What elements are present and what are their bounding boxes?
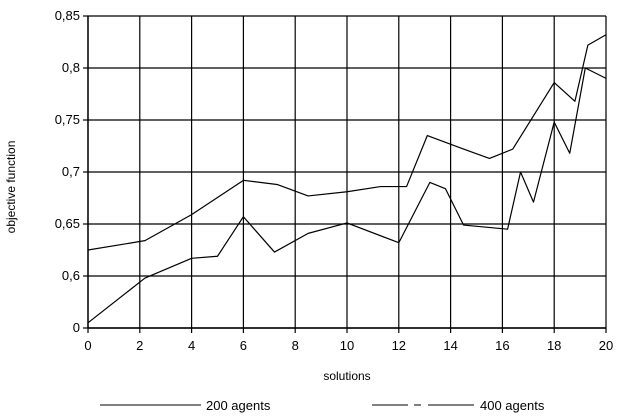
y-tick-label: 0 [73,320,80,335]
y-axis-title: objective function [4,141,18,234]
y-tick-label: 0,75 [55,112,80,127]
grid [87,15,607,329]
x-tick-label: 2 [136,338,143,353]
x-tick-label: 4 [188,338,195,353]
series-line-400-agents [87,34,607,251]
axes [83,15,607,333]
x-tick-label: 6 [240,338,247,353]
x-tick-label: 12 [392,338,406,353]
tick-labels: 0 0,6 0,65 0,7 0,75 0,8 0,85 0 2 4 6 8 10 12 14 16 18 20 [55,8,614,353]
x-tick-label: 16 [495,338,509,353]
legend: 200 agents 400 agents [100,398,545,413]
y-tick-label: 0,65 [55,216,80,231]
y-tick-label: 0,8 [62,60,80,75]
series-lines [87,34,607,324]
x-tick-label: 8 [292,338,299,353]
y-tick-label: 0,6 [62,268,80,283]
series-line-200-agents [87,67,607,324]
legend-label-400-agents: 400 agents [480,398,545,413]
x-axis-title: solutions [323,369,370,383]
x-tick-label: 14 [443,338,457,353]
x-tick-label: 0 [84,338,91,353]
legend-label-200-agents: 200 agents [206,398,271,413]
x-tick-label: 10 [340,338,354,353]
y-tick-label: 0,85 [55,8,80,23]
x-tick-label: 20 [599,338,613,353]
x-tick-label: 18 [547,338,561,353]
y-tick-label: 0,7 [62,164,80,179]
